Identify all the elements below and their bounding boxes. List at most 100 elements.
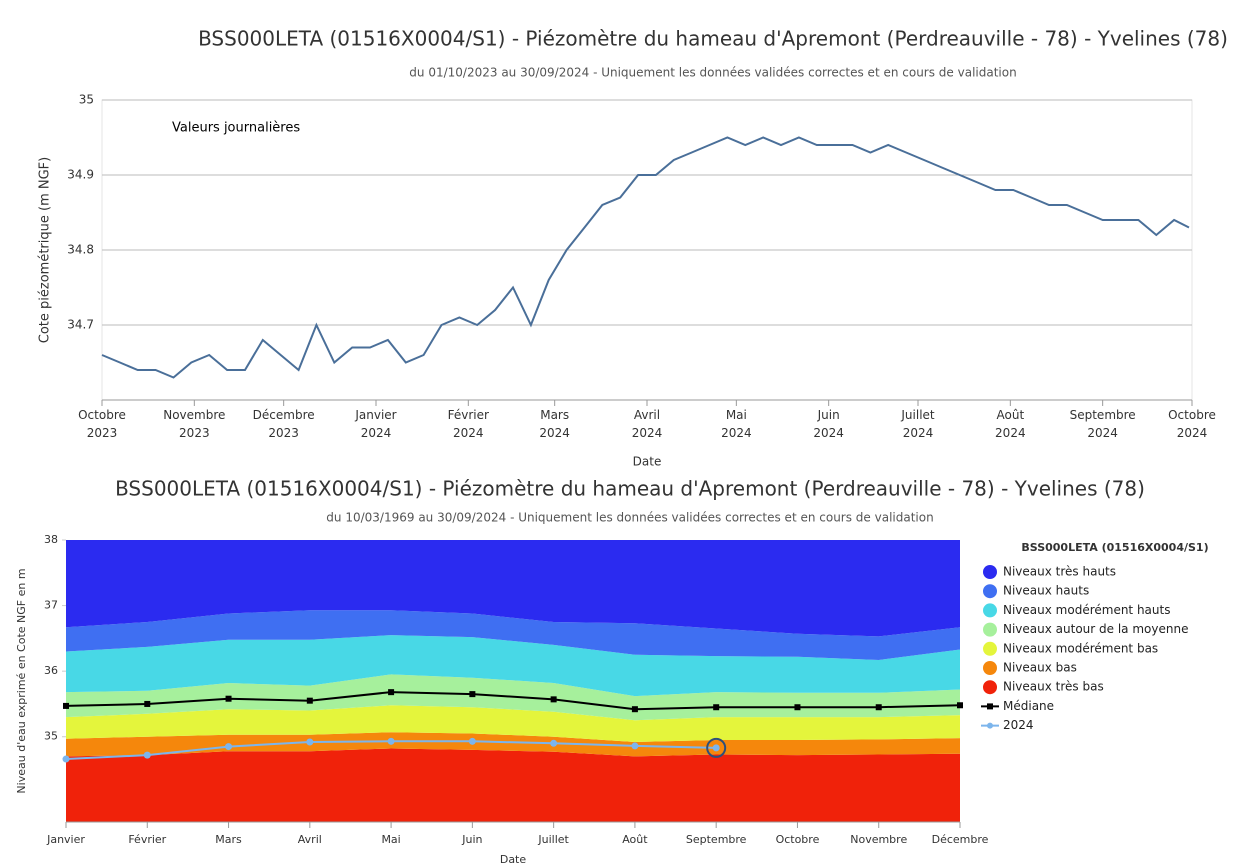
legend-label[interactable]: Médiane [1003,699,1054,713]
chart-subtitle: du 10/03/1969 au 30/09/2024 - Uniquement… [326,511,933,525]
area-band [66,748,960,822]
y-tick-label: 34.9 [67,168,94,182]
x-tick-label: Avril 2024 [632,408,663,440]
area-band [66,635,960,697]
legend-label[interactable]: Niveaux modérément hauts [1003,603,1170,617]
point [550,739,558,747]
area-band [66,732,960,757]
point [794,704,801,711]
x-tick-label: Septembre [686,833,747,846]
legend-label[interactable]: Niveaux bas [1003,661,1077,675]
point [306,697,313,704]
y-tick-label: 35 [44,730,58,743]
x-tick-label-year: 2024 [539,426,570,440]
x-tick-label: Décembre 2023 [253,408,315,440]
x-tick-label-month: Septembre [1070,408,1136,422]
point [62,755,70,763]
x-tick-label: Juillet [537,833,569,846]
x-tick-label-year: 2023 [268,426,299,440]
data-line [101,136,1190,379]
y-axis-title: Niveau d'eau exprimé en Cote NGF en m [15,568,28,793]
legend-marker [983,603,997,618]
x-tick-label: Novembre 2023 [163,408,225,440]
y-axis-title: Cote piézométrique (m NGF) [38,157,53,343]
point [388,689,395,696]
x-tick-label-month: Janvier [354,408,396,422]
y-tick-label: 37 [44,599,58,612]
x-tick-label: Août [622,833,648,846]
x-tick-label: Février [128,833,166,846]
x-axis-title: Date [500,853,527,866]
point [63,702,69,709]
series-line [65,691,961,711]
x-tick-label: Décembre [932,833,989,846]
x-tick-label-month: Février [448,408,489,422]
x-tick-label-month: Octobre [1168,408,1216,422]
x-tick-label: Juin 2024 [813,408,844,440]
legend-box [975,533,1255,733]
legend-title: BSS000LETA (01516X0004/S1) [1021,541,1208,554]
x-tick-label: Juillet 2024 [900,408,935,440]
legend-marker [983,565,997,579]
x-tick-label: Octobre 2024 [1168,408,1216,440]
x-tick-label: Juin [461,833,482,846]
area-band [66,610,960,660]
x-tick-label-month: Mars [540,408,569,422]
x-tick-label-month: Août [997,408,1025,422]
legend-marker [983,641,997,656]
legend-marker [987,703,993,710]
x-tick-label-year: 2024 [995,426,1026,440]
point [875,704,882,711]
legend-marker [983,661,997,675]
point [957,702,963,709]
area-band [66,540,960,637]
x-tick-label-month: Octobre [78,408,126,422]
legend-label[interactable]: Niveaux hauts [1003,584,1089,598]
point [144,700,151,707]
x-tick-label: Avril [298,833,322,846]
legend-label[interactable]: Niveaux très hauts [1003,565,1116,579]
point [225,743,233,751]
x-tick-label-year: 2024 [903,426,934,440]
point [306,738,314,746]
y-tick-label: 36 [44,664,58,677]
legend-marker [987,722,993,729]
x-tick-label: Mai [381,833,400,846]
legend-label[interactable]: Niveaux modérément bas [1003,641,1158,655]
x-tick-label-month: Mai [726,408,747,422]
point [631,742,639,750]
x-tick-label: Mai 2024 [721,408,752,440]
point [469,691,476,698]
y-tick-label: 35 [79,93,94,107]
x-tick-label-year: 2024 [1177,426,1208,440]
x-tick-label-month: Juin [817,408,840,422]
x-tick-label: Octobre [776,833,820,846]
x-tick-label-year: 2024 [361,426,392,440]
x-tick-label: Mars 2024 [539,408,570,440]
y-tick-label: 34.7 [67,318,94,332]
x-tick-label-month: Décembre [253,408,315,422]
legend-label[interactable]: Niveaux très bas [1003,680,1104,694]
x-tick-label-year: 2024 [1087,426,1118,440]
legend-label[interactable]: Niveaux autour de la moyenne [1003,622,1188,636]
legend-marker [983,680,997,695]
x-tick-label-year: 2024 [813,426,844,440]
point [468,737,476,745]
x-tick-label-year: 2024 [632,426,663,440]
y-tick-label: 34.8 [67,243,94,257]
legend-label[interactable]: 2024 [1003,718,1034,732]
chart-subtitle: du 01/10/2023 au 30/09/2024 - Uniquement… [409,66,1016,80]
point [550,696,557,703]
legend-marker [983,584,997,599]
chart-title: BSS000LETA (01516X0004/S1) - Piézomètre … [198,27,1228,51]
x-tick-label-month: Avril [634,408,660,422]
point [387,737,395,745]
x-tick-label: Janvier [46,833,85,846]
x-tick-label: Février 2024 [448,408,489,440]
point [631,706,638,713]
legend-marker [983,622,997,637]
x-axis-title: Date [633,455,662,469]
x-tick-label: Janvier 2024 [354,408,396,440]
